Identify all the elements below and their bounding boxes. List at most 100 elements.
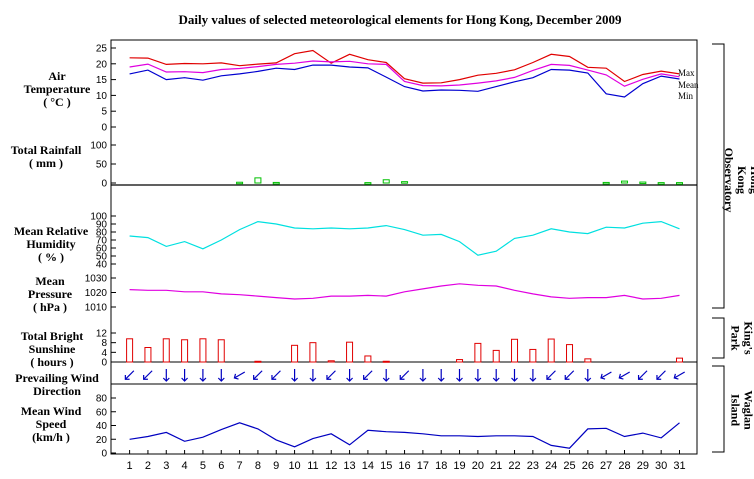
station-labels: HongKongObservatory King'sPark WaglanIslan… — [722, 148, 754, 430]
temperature-max-line — [129, 49, 680, 84]
wind-arrow-shaft — [600, 371, 612, 379]
temperature-mean-line — [129, 60, 680, 87]
pressure-label: Mean — [35, 274, 65, 288]
y-tick-label: 0 — [101, 123, 107, 134]
x-tick-label: 4 — [182, 460, 188, 472]
humidity-label: Humidity — [26, 237, 75, 251]
wind-direction-arrow — [199, 369, 207, 382]
station-label-word: Observatory — [722, 148, 736, 213]
wind-arrow-shaft — [638, 370, 648, 380]
wind-direction-arrow — [399, 370, 410, 380]
y-tick-label: 50 — [96, 160, 108, 171]
station-bracket — [712, 43, 725, 309]
sunshine-bar — [474, 342, 482, 363]
humidity-label: ( % ) — [38, 250, 64, 264]
wind-arrow-shaft — [546, 370, 556, 380]
wind-arrow-head — [546, 375, 552, 380]
wind-arrow-head — [162, 377, 170, 382]
y-tick-label: 100 — [90, 141, 107, 152]
wind-arrow-head — [253, 375, 258, 380]
pressure-label: Pressure — [28, 287, 73, 301]
x-tick-label: 11 — [307, 460, 318, 472]
pressure-label: ( hPa ) — [33, 300, 67, 314]
y-tick-label: 80 — [96, 394, 108, 405]
y-tick-label: 12 — [96, 329, 108, 340]
sunshine-bar — [217, 339, 225, 363]
y-tick-label: 90 — [96, 220, 108, 231]
station-label-word: Waglan — [742, 390, 754, 430]
station-label: King'sPark — [729, 321, 754, 355]
rainfall-bar — [254, 177, 262, 184]
wind-direction-arrow — [233, 371, 246, 380]
y-tick-label: 0 — [101, 449, 107, 460]
wind-arrow-head — [673, 373, 679, 380]
wind-arrow-head — [346, 377, 354, 382]
y-axis-ticks: 2520151050100500100908070605040103010201… — [85, 44, 116, 460]
x-tick-label: 22 — [508, 460, 520, 472]
wind-arrow-head — [363, 375, 368, 380]
y-tick-label: 40 — [96, 421, 108, 432]
sunshine-bar — [291, 344, 299, 363]
x-tick-label: 1 — [127, 460, 133, 472]
wind-arrow-head — [584, 377, 592, 382]
sunshine-bar — [162, 338, 170, 363]
x-tick-label: 10 — [288, 460, 300, 472]
wind-direction-arrow — [492, 369, 500, 382]
x-tick-label: 30 — [655, 460, 667, 472]
y-tick-label: 70 — [96, 236, 108, 247]
temperature-label: ( °C ) — [43, 95, 70, 109]
wind-arrow-head — [309, 377, 317, 382]
y-tick-label: 15 — [96, 75, 108, 86]
wind_direction-label: Prevailing Wind — [15, 371, 99, 385]
wind-direction-arrow — [291, 369, 299, 382]
wind-arrow-shaft — [326, 370, 336, 380]
temperature-label: Air — [48, 69, 66, 83]
x-tick-label: 16 — [398, 460, 410, 472]
wind-direction-arrow — [474, 369, 482, 382]
x-tick-label: 18 — [435, 460, 447, 472]
humidity-line — [129, 220, 680, 256]
sunshine-label: Sunshine — [29, 342, 76, 356]
wind_speed-label: Mean Wind — [21, 404, 82, 418]
wind-arrow-shaft — [143, 370, 153, 380]
x-tick-label: 24 — [545, 460, 557, 472]
station-bracket — [712, 317, 725, 359]
rainfall-bar — [657, 182, 665, 185]
station-label-word: King's — [742, 321, 754, 355]
x-tick-label: 5 — [200, 460, 206, 472]
y-tick-label: 80 — [96, 228, 108, 239]
sunshine-bar — [144, 347, 152, 363]
wind-direction-arrow — [546, 370, 556, 380]
y-tick-label: 0 — [101, 179, 107, 190]
wind-arrow-head — [124, 375, 130, 380]
x-tick-label: 6 — [218, 460, 224, 472]
sunshine-label: Total Bright — [21, 329, 84, 343]
rainfall-bar — [382, 179, 390, 184]
y-tick-label: 10 — [96, 91, 108, 102]
wind-arrow-head — [437, 377, 445, 382]
wind-direction-arrow — [271, 370, 281, 380]
wind-direction-arrow — [143, 370, 153, 380]
x-tick-label: 15 — [380, 460, 392, 472]
sunshine-bar — [254, 360, 262, 363]
temperature-label: Temperature — [24, 82, 91, 96]
wind-direction-arrow — [564, 370, 575, 380]
x-tick-label: 17 — [417, 460, 429, 472]
wind-direction-arrow — [382, 369, 390, 382]
wind-arrow-head — [564, 375, 570, 380]
rainfall-bar — [621, 180, 629, 184]
x-tick-label: 21 — [490, 460, 502, 472]
wind-direction-arrow — [673, 371, 685, 380]
sunshine-bar — [327, 360, 335, 363]
station-label-word: Kong — [735, 166, 749, 194]
wind-direction-arrow — [600, 371, 612, 380]
wind-direction-arrow — [656, 370, 666, 380]
chart-title: Daily values of selected meteorological … — [179, 12, 622, 27]
x-tick-label: 13 — [343, 460, 355, 472]
wind-arrow-shaft — [564, 370, 575, 380]
sunshine-bar — [346, 341, 354, 363]
sunshine-bar — [181, 339, 189, 363]
sunshine-label: ( hours ) — [30, 355, 73, 369]
x-tick-label: 9 — [273, 460, 279, 472]
